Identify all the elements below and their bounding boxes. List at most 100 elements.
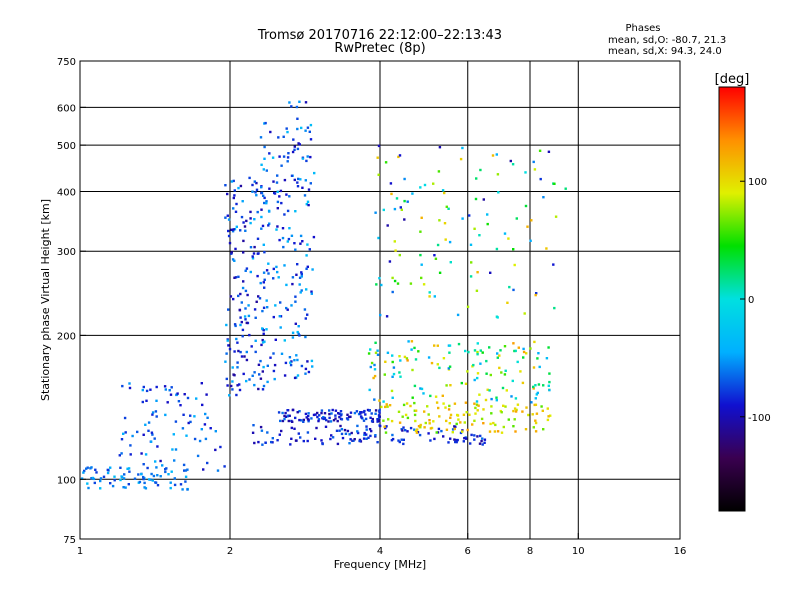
data-point <box>234 324 237 328</box>
data-point <box>277 411 281 414</box>
data-point <box>403 218 406 221</box>
data-point <box>281 236 285 240</box>
data-point <box>473 438 476 441</box>
data-point <box>251 255 254 258</box>
data-point <box>204 437 208 441</box>
data-point <box>284 361 288 365</box>
data-point <box>385 315 389 318</box>
data-point <box>309 182 312 185</box>
data-point <box>476 350 479 354</box>
y-tick-label: 75 <box>63 535 76 546</box>
data-point <box>510 395 513 398</box>
data-point <box>453 425 456 428</box>
data-point <box>314 413 317 416</box>
data-point <box>145 389 149 393</box>
data-point <box>411 368 414 372</box>
data-point <box>322 416 325 419</box>
data-point <box>329 420 333 423</box>
data-point <box>348 442 351 445</box>
data-point <box>145 399 148 402</box>
data-point <box>469 442 472 445</box>
data-point <box>428 422 431 425</box>
data-point <box>235 202 238 206</box>
data-point <box>230 384 233 388</box>
data-point <box>141 388 144 392</box>
data-point <box>310 359 314 363</box>
data-point <box>169 481 172 484</box>
data-point <box>284 411 287 415</box>
data-point <box>305 416 308 419</box>
data-point <box>547 346 550 349</box>
data-point <box>263 157 266 160</box>
data-point <box>306 418 310 421</box>
data-point <box>362 437 366 440</box>
data-point <box>260 343 263 347</box>
data-point <box>281 419 285 423</box>
data-point <box>362 410 366 414</box>
data-point <box>414 429 418 433</box>
data-point <box>264 441 267 444</box>
data-point <box>398 154 402 157</box>
data-point <box>254 191 257 194</box>
data-point <box>141 400 144 404</box>
data-point <box>294 439 298 442</box>
data-point <box>349 415 352 418</box>
data-point <box>227 308 230 311</box>
data-point <box>276 270 279 274</box>
data-point <box>232 179 235 183</box>
data-point <box>295 105 299 109</box>
data-point <box>374 211 377 214</box>
data-point <box>244 318 247 321</box>
data-point <box>378 415 381 418</box>
data-point <box>315 426 318 430</box>
data-point <box>90 466 93 469</box>
data-point <box>94 468 97 471</box>
data-point <box>290 174 294 177</box>
data-point <box>82 471 85 474</box>
data-point <box>419 186 422 189</box>
data-point <box>240 301 243 304</box>
data-point <box>128 382 131 385</box>
data-point <box>391 290 394 294</box>
data-point <box>274 338 277 341</box>
data-point <box>262 168 265 171</box>
data-point <box>476 409 479 412</box>
data-point <box>226 192 229 196</box>
data-point <box>473 227 476 230</box>
data-point <box>473 378 476 382</box>
data-point <box>121 384 124 388</box>
data-point <box>437 170 441 173</box>
data-point <box>304 101 308 104</box>
data-point <box>237 186 240 190</box>
data-point <box>271 156 275 159</box>
data-point <box>376 441 379 444</box>
data-point <box>406 416 410 420</box>
data-point <box>181 488 184 491</box>
data-point <box>308 130 311 133</box>
data-point <box>325 418 328 422</box>
data-point <box>260 227 263 230</box>
data-point <box>272 315 275 319</box>
data-point <box>173 483 177 487</box>
data-point <box>411 192 414 195</box>
data-point <box>440 429 443 433</box>
data-point <box>242 239 245 243</box>
data-point <box>377 418 380 421</box>
data-point <box>85 467 88 470</box>
data-point <box>449 261 452 264</box>
data-point <box>496 173 500 176</box>
phase-box-title: Phases <box>625 23 660 34</box>
data-point <box>270 440 273 444</box>
axis-ticks: 1 2 4 6 8 10 16 75 100 200 300 400 500 600 750 <box>57 57 686 557</box>
data-point <box>485 359 488 363</box>
data-point <box>86 466 89 469</box>
data-point <box>419 426 422 429</box>
data-point <box>553 306 556 310</box>
data-point <box>374 435 377 438</box>
data-point <box>306 265 309 268</box>
data-point <box>524 428 528 431</box>
data-point <box>259 425 263 429</box>
data-point <box>417 350 420 353</box>
data-point <box>383 373 386 376</box>
data-point <box>276 207 279 210</box>
